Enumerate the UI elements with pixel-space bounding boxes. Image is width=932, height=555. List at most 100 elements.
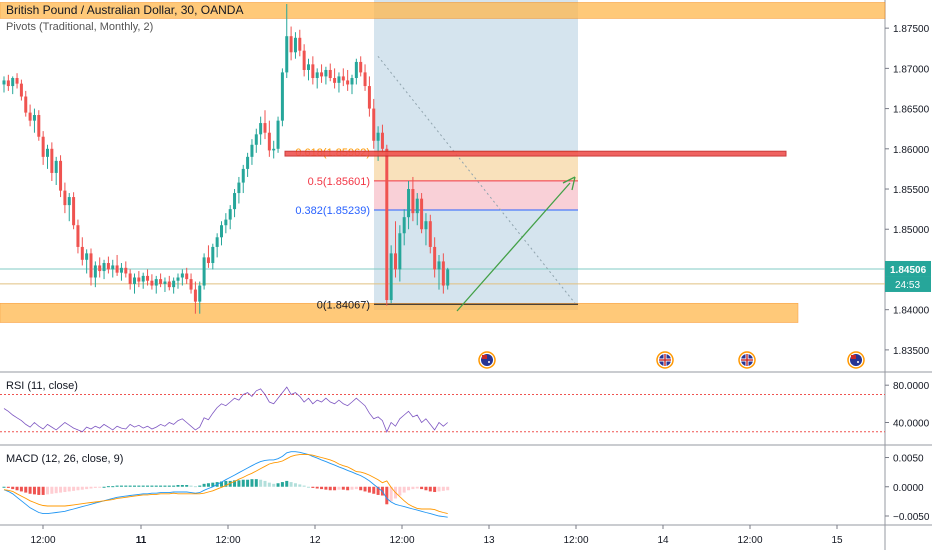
flag-star (488, 361, 490, 363)
price-tick-label: 1.86000 (893, 145, 930, 156)
candle (159, 279, 163, 284)
macd-histogram-bar (437, 486, 441, 492)
candle (233, 193, 237, 210)
macd-histogram-bar (115, 485, 119, 487)
countdown-value: 24:53 (895, 280, 920, 291)
macd-histogram-bar (80, 486, 84, 490)
macd-histogram-bar (32, 486, 36, 495)
australia-flag-icon (478, 351, 496, 369)
macd-pane-layer (2, 451, 450, 518)
candle (67, 197, 71, 206)
price-tick-label: 1.86500 (893, 105, 930, 116)
candle (76, 225, 80, 247)
candle (59, 160, 63, 191)
candle (163, 281, 167, 284)
candle (437, 261, 441, 270)
current-price-tag (885, 260, 931, 277)
price-tick-label: 1.85500 (893, 185, 930, 196)
time-tick-label: 14 (657, 535, 669, 546)
macd-histogram-bar (180, 485, 184, 487)
flag-canton (482, 355, 487, 359)
macd-histogram-bar (163, 485, 167, 487)
macd-tick-label: −0.0050 (893, 512, 930, 523)
candle (115, 265, 119, 273)
macd-histogram-bar (141, 485, 145, 487)
macd-histogram-bar (185, 485, 189, 487)
rsi-line (3, 386, 448, 433)
candle (259, 123, 263, 135)
macd-histogram-bar (398, 486, 402, 496)
macd-histogram-bar (211, 482, 215, 487)
fib-level-label: 0.5(1.85601) (308, 176, 370, 188)
macd-histogram-bar (250, 479, 254, 487)
candle (320, 72, 324, 77)
candle (372, 108, 376, 141)
candle (385, 148, 389, 301)
macd-histogram-bar (346, 486, 350, 491)
candle (172, 280, 176, 288)
candle (50, 148, 54, 173)
macd-histogram-bar (354, 486, 358, 490)
macd-histogram-bar (233, 480, 237, 487)
flag-canton (851, 355, 856, 359)
candle (80, 246, 84, 260)
macd-label[interactable]: MACD (12, 26, close, 9) (6, 453, 124, 465)
australia-flag-icon (847, 351, 865, 369)
rsi-label[interactable]: RSI (11, close) (6, 380, 78, 392)
signal-line (3, 454, 448, 515)
candle (167, 281, 171, 288)
macd-histogram-bar (137, 485, 141, 487)
candle (15, 78, 19, 84)
symbol-title[interactable]: British Pound / Australian Dollar, 30, O… (6, 3, 244, 17)
candle (224, 219, 228, 226)
candle (276, 120, 280, 149)
candle (102, 263, 106, 272)
candle (111, 265, 115, 270)
candle (428, 221, 432, 247)
macd-histogram-bar (263, 480, 267, 487)
macd-histogram-bar (19, 486, 23, 492)
macd-histogram-bar (98, 486, 102, 488)
red-zone (284, 150, 787, 157)
axis-layer: 1.835001.840001.845001.850001.855001.860… (30, 24, 931, 546)
macd-histogram-bar (150, 485, 154, 487)
candle (32, 115, 36, 121)
macd-histogram-bar (76, 486, 80, 491)
candle (185, 273, 189, 280)
candle (28, 112, 32, 121)
macd-histogram-bar (146, 485, 150, 487)
candle (411, 189, 415, 214)
candle (346, 80, 350, 85)
pivots-label[interactable]: Pivots (Traditional, Monthly, 2) (6, 21, 154, 33)
projection-arrow (456, 182, 571, 312)
macd-histogram-bar (246, 479, 250, 487)
candle (150, 280, 154, 286)
macd-histogram-bar (93, 486, 97, 488)
macd-histogram-bar (202, 483, 206, 487)
candle (202, 257, 206, 286)
candle (280, 72, 284, 121)
macd-histogram-bar (333, 486, 337, 491)
macd-histogram-bar (41, 486, 45, 495)
macd-histogram-bar (28, 486, 32, 494)
macd-histogram-bar (24, 486, 28, 493)
candle (446, 269, 450, 286)
price-tick-label: 1.85000 (893, 225, 930, 236)
candle (246, 156, 250, 169)
macd-histogram-bar (119, 485, 123, 487)
macd-histogram-bar (224, 480, 228, 487)
rsi-tick-label: 40.0000 (893, 418, 930, 429)
macd-histogram-bar (289, 482, 293, 487)
main-pane-layer: 0.618(1.85962)0.5(1.85601)0.382(1.85239)… (0, 0, 886, 369)
macd-histogram-bar (237, 480, 241, 487)
macd-histogram-bar (254, 479, 258, 487)
candle (63, 190, 67, 206)
candle (350, 78, 354, 85)
time-tick-label: 12:00 (215, 535, 240, 546)
candle (398, 233, 402, 270)
candle (198, 285, 202, 302)
flag-cross-red (746, 354, 748, 366)
macd-histogram-bar (428, 486, 432, 492)
